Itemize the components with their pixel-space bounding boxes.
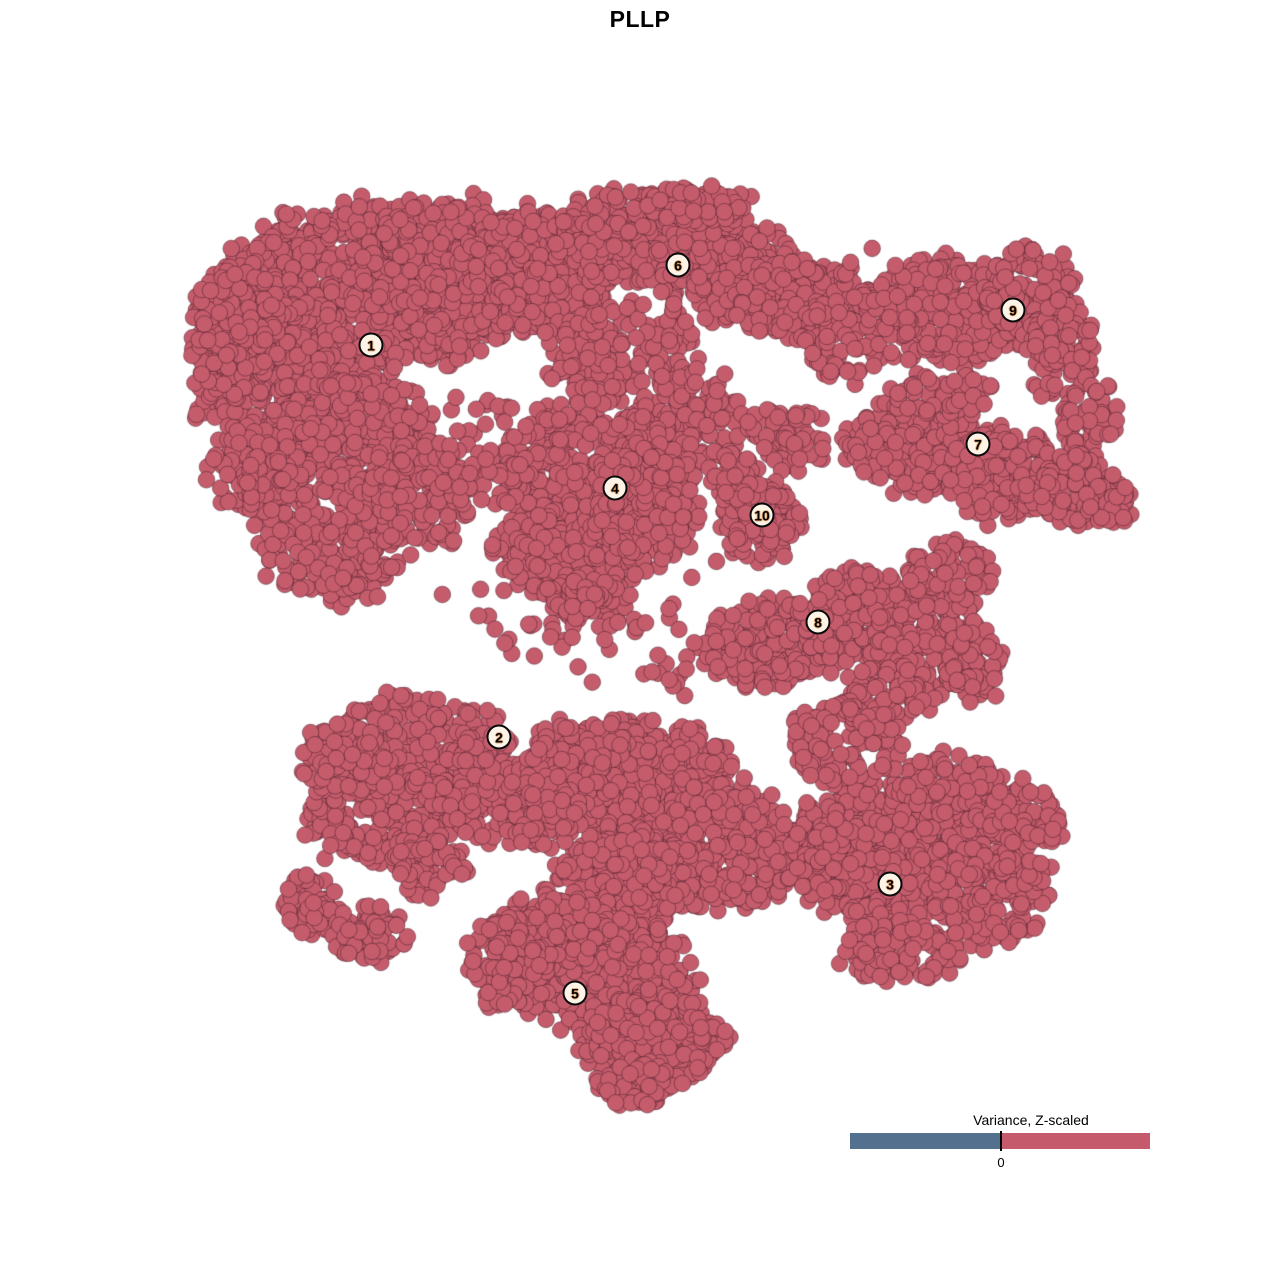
cluster-label-9: 9 — [1000, 297, 1026, 323]
colorbar-zero-tick — [1000, 1131, 1002, 1151]
cluster-label-1: 1 — [358, 332, 384, 358]
cluster-label-6: 6 — [665, 252, 691, 278]
cluster-label-4: 4 — [602, 475, 628, 501]
cluster-label-7: 7 — [965, 431, 991, 457]
colorbar-zero-label: 0 — [997, 1155, 1005, 1170]
colorbar-gradient — [850, 1131, 1150, 1151]
cluster-label-3: 3 — [877, 871, 903, 897]
chart-title: PLLP — [609, 6, 671, 32]
cluster-label-2: 2 — [486, 724, 512, 750]
colorbar-legend: Variance, Z-scaled 0 — [850, 1110, 1150, 1172]
cluster-label-5: 5 — [562, 980, 588, 1006]
cluster-label-10: 10 — [749, 502, 775, 528]
cluster-label-8: 8 — [805, 609, 831, 635]
colorbar-title: Variance, Z-scaled — [973, 1112, 1089, 1128]
